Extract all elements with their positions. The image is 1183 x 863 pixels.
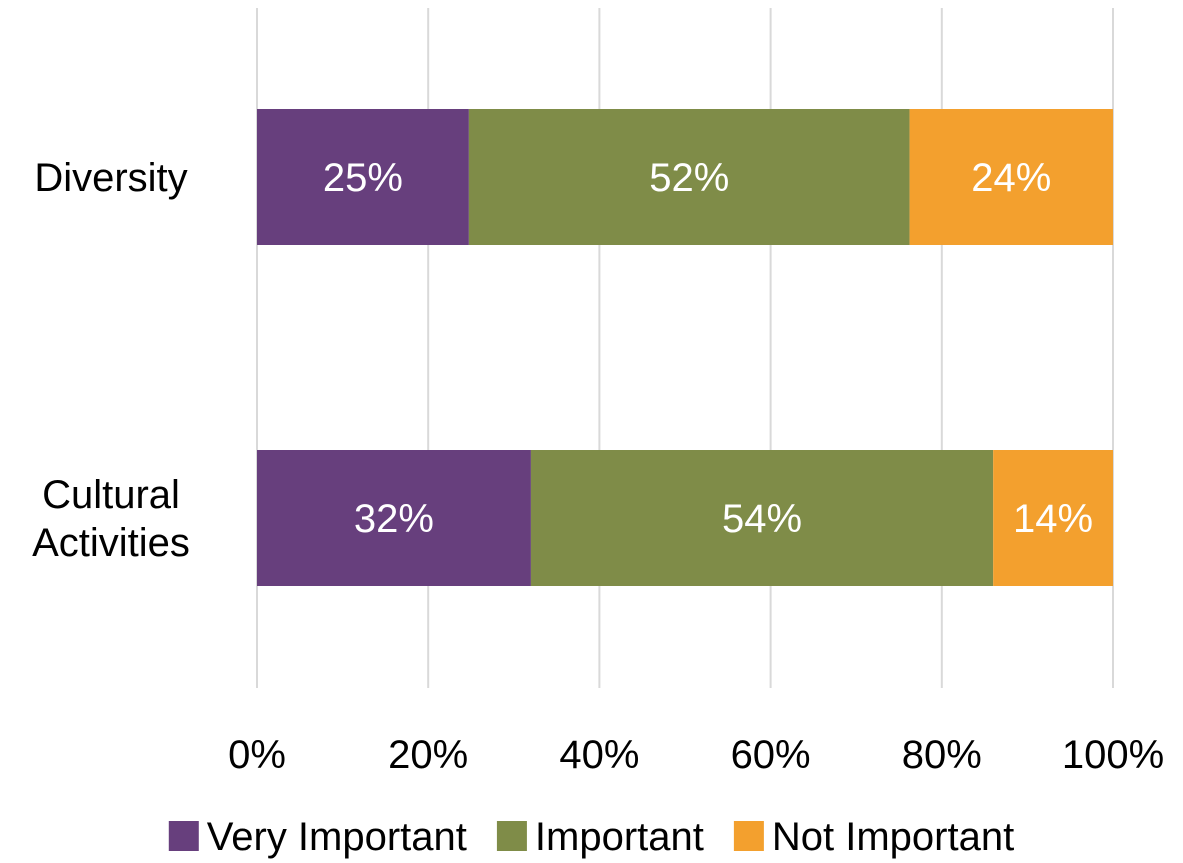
x-tick-label: 20% <box>388 733 468 777</box>
bars: 25% 52% 24% 32% 54% 14% <box>257 109 1113 586</box>
bar-segment <box>257 109 469 245</box>
legend-label: Not Important <box>772 815 1014 859</box>
legend-swatch <box>168 821 199 851</box>
x-axis-tick-labels: 0% 20% 40% 60% 80% 100% <box>228 733 1164 777</box>
bar-segment <box>909 109 1113 245</box>
legend-label: Important <box>535 815 704 859</box>
bar-segment <box>993 450 1113 586</box>
x-tick-label: 60% <box>731 733 811 777</box>
data-label: 14% <box>1013 497 1093 541</box>
legend-swatch <box>733 821 764 851</box>
data-label: 25% <box>323 156 403 200</box>
data-label: 32% <box>354 497 434 541</box>
bar-segment <box>530 450 994 586</box>
category-label: Activities <box>32 521 190 565</box>
bar-segment <box>468 109 910 245</box>
x-tick-label: 0% <box>228 733 286 777</box>
category-label: Cultural <box>42 473 180 517</box>
data-label: 24% <box>971 156 1051 200</box>
bar-segment <box>257 450 531 586</box>
legend: Very Important Important Not Important <box>168 815 1014 859</box>
legend-label: Very Important <box>207 815 467 859</box>
x-tick-label: 100% <box>1062 733 1164 777</box>
category-label: Diversity <box>34 156 187 200</box>
legend-swatch <box>496 821 527 851</box>
data-label: 54% <box>722 497 802 541</box>
x-tick-label: 40% <box>559 733 639 777</box>
data-label: 52% <box>649 156 729 200</box>
x-tick-label: 80% <box>902 733 982 777</box>
